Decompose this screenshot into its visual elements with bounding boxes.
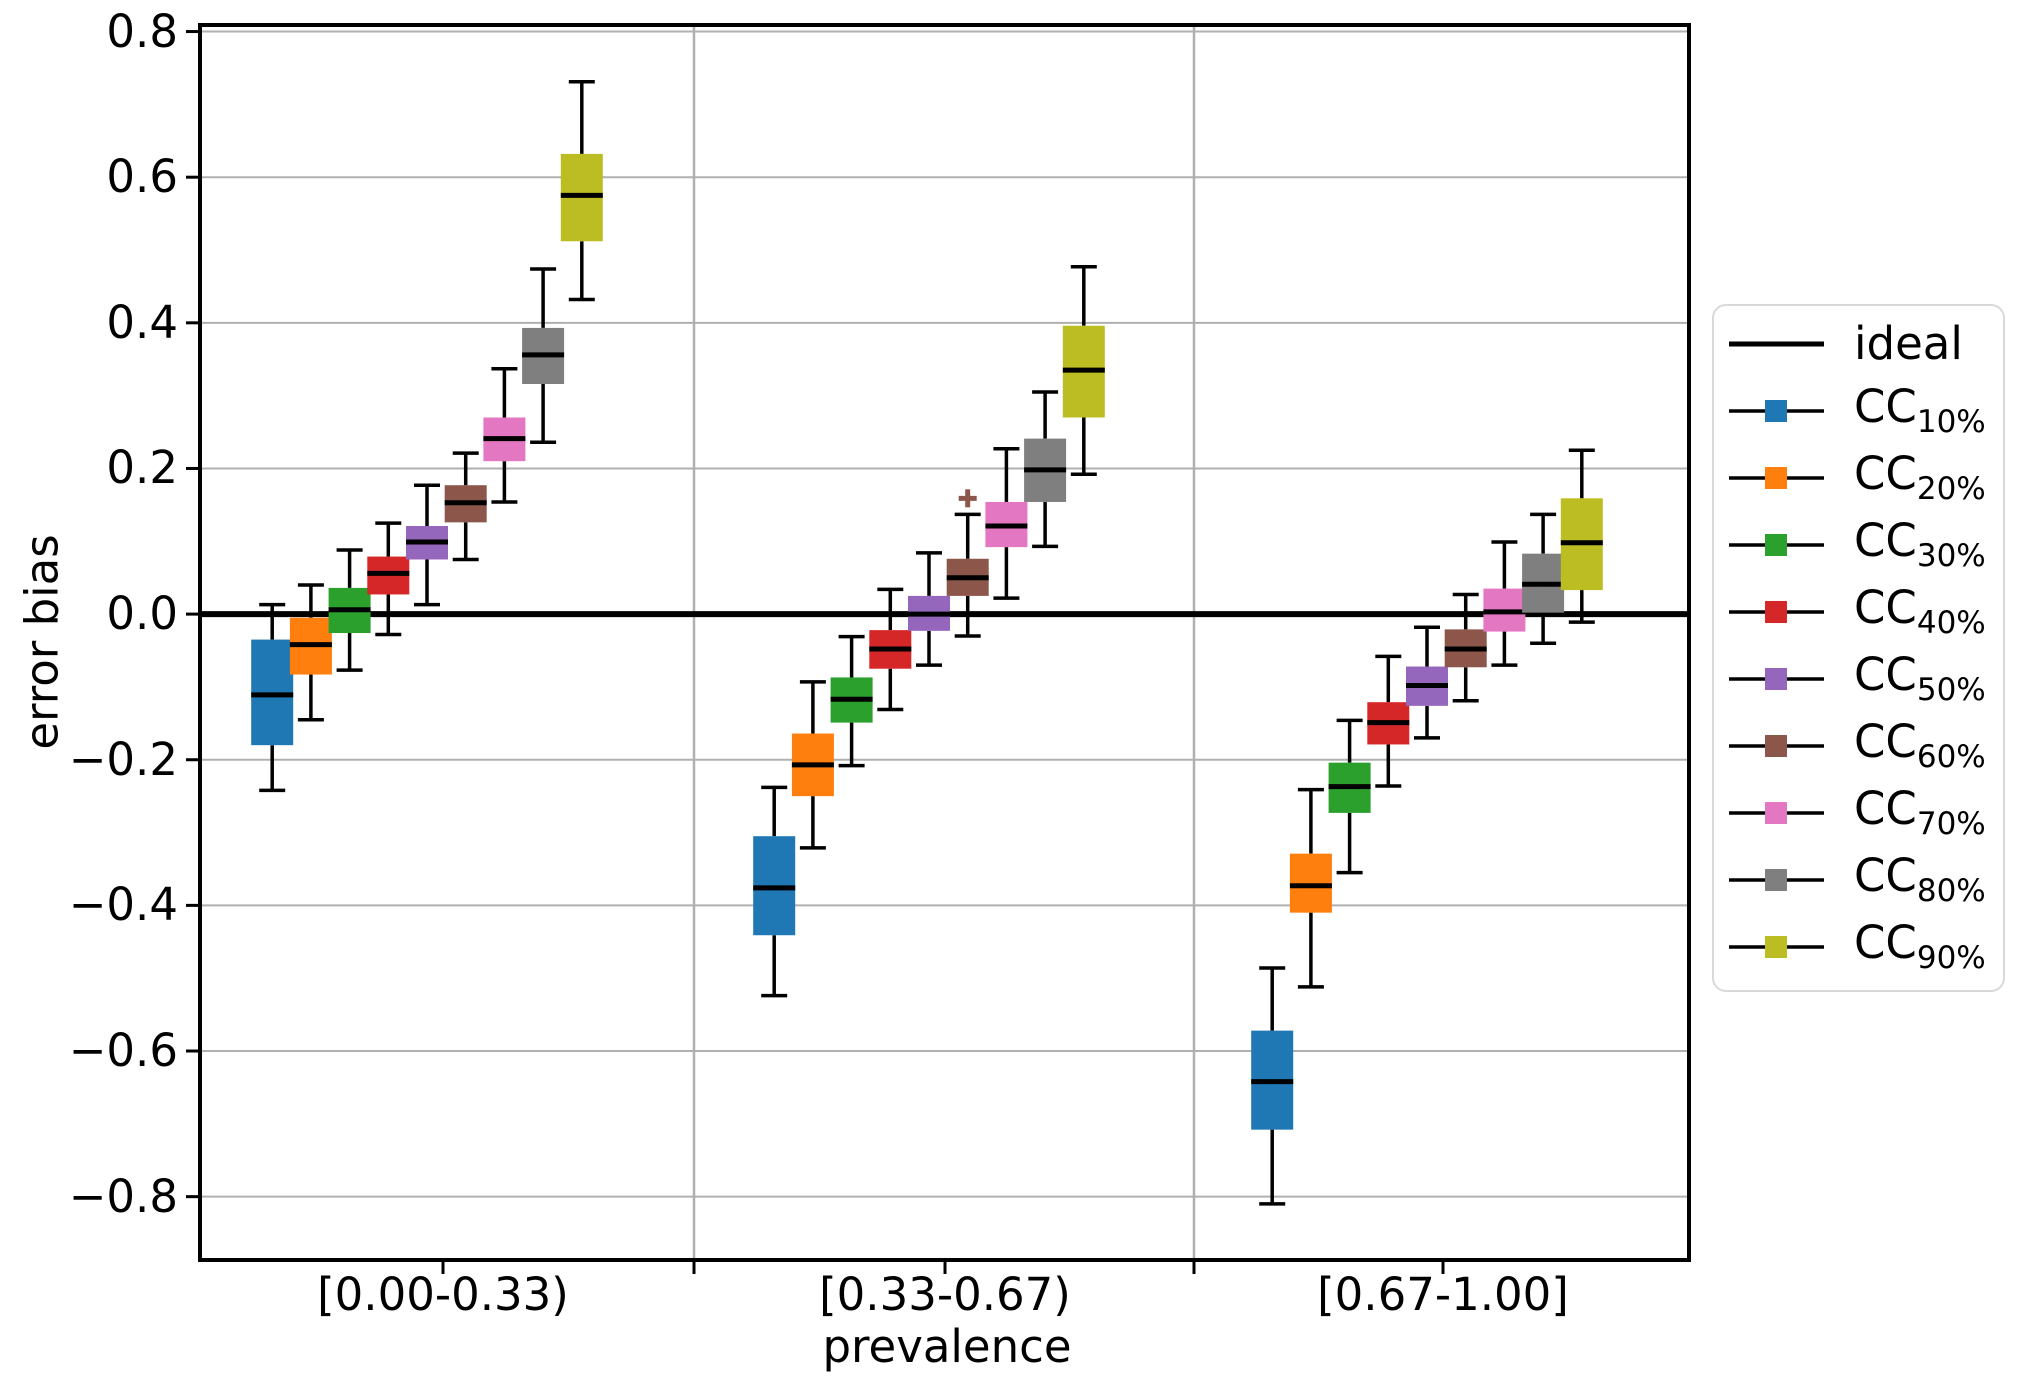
- x-tick-label-1: [0.00-0.33): [317, 1268, 569, 1321]
- y-tick-label-0.4: 0.4: [106, 295, 178, 349]
- legend-label-CC90pct: CC90%: [1854, 915, 1986, 976]
- y-tick-label-0.6: 0.6: [106, 150, 178, 204]
- x-tick-label-3: [0.67-1.00]: [1317, 1268, 1569, 1321]
- legend-entry-CC80pct: CC80%: [1729, 846, 2003, 913]
- legend-entry-CC20pct: CC20%: [1729, 444, 2003, 511]
- legend-label-CC20pct: CC20%: [1854, 446, 1986, 507]
- x-axis-label: prevalence: [822, 1320, 1072, 1373]
- legend-marker-CC40pct-icon: [1729, 598, 1824, 626]
- legend-marker-CC70pct-icon: [1729, 799, 1824, 827]
- legend-marker-CC90pct-icon: [1729, 933, 1824, 961]
- legend-label-CC50pct: CC50%: [1854, 647, 1986, 708]
- legend-entry-CC30pct: CC30%: [1729, 511, 2003, 578]
- legend-marker-CC60pct-icon: [1729, 732, 1824, 760]
- legend-label-CC10pct: CC10%: [1854, 379, 1986, 440]
- y-tick-label-0.8: 0.8: [106, 4, 178, 58]
- legend-marker-ideal-icon: [1729, 330, 1824, 358]
- legend-entry-ideal: ideal: [1729, 310, 2003, 377]
- box-CC20pct-group3: [1289, 853, 1332, 913]
- legend: ideal CC10% CC20% CC30% CC40% CC50% CC60% CC70%…: [1712, 304, 2005, 992]
- legend-entry-CC60pct: CC60%: [1729, 712, 2003, 779]
- y-tick-label-−0.4: −0.4: [68, 878, 178, 932]
- legend-label-CC30pct: CC30%: [1854, 513, 1986, 574]
- y-tick-label-0.0: 0.0: [106, 587, 178, 641]
- legend-label-CC80pct: CC80%: [1854, 848, 1986, 909]
- legend-entry-CC70pct: CC70%: [1729, 779, 2003, 846]
- y-tick-label-−0.6: −0.6: [68, 1024, 178, 1077]
- legend-label-ideal: ideal: [1854, 317, 1963, 370]
- y-axis-label: error bias: [15, 534, 69, 750]
- legend-label-CC60pct: CC60%: [1854, 714, 1986, 775]
- legend-marker-CC10pct-icon: [1729, 397, 1824, 425]
- legend-marker-CC50pct-icon: [1729, 665, 1824, 693]
- legend-entry-CC50pct: CC50%: [1729, 645, 2003, 712]
- legend-entry-CC40pct: CC40%: [1729, 578, 2003, 645]
- legend-label-CC70pct: CC70%: [1854, 781, 1986, 842]
- y-tick-label-0.2: 0.2: [106, 441, 178, 495]
- y-tick-label-−0.8: −0.8: [68, 1169, 178, 1223]
- legend-marker-CC80pct-icon: [1729, 866, 1824, 894]
- x-tick-label-2: [0.33-0.67): [819, 1268, 1071, 1321]
- box-CC10pct-group1: [251, 639, 294, 746]
- legend-entry-CC10pct: CC10%: [1729, 377, 2003, 444]
- legend-marker-CC30pct-icon: [1729, 531, 1824, 559]
- legend-marker-CC20pct-icon: [1729, 464, 1824, 492]
- legend-label-CC40pct: CC40%: [1854, 580, 1986, 641]
- y-tick-label-−0.2: −0.2: [68, 732, 178, 786]
- legend-entry-CC90pct: CC90%: [1729, 913, 2003, 980]
